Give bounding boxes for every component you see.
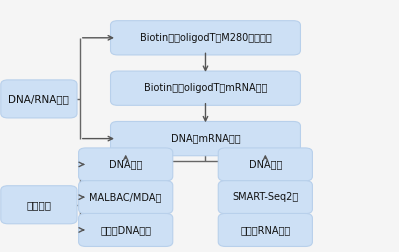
Text: DNA与mRNA分离: DNA与mRNA分离 — [171, 134, 240, 144]
FancyBboxPatch shape — [218, 213, 312, 246]
FancyBboxPatch shape — [1, 186, 77, 224]
FancyBboxPatch shape — [111, 71, 300, 105]
FancyBboxPatch shape — [218, 181, 312, 214]
FancyBboxPatch shape — [1, 80, 77, 118]
FancyBboxPatch shape — [218, 148, 312, 181]
Text: Biotin标记oligodT与M280磁珠结合: Biotin标记oligodT与M280磁珠结合 — [140, 33, 271, 43]
Text: DNA纯化: DNA纯化 — [249, 160, 282, 169]
FancyBboxPatch shape — [79, 148, 173, 181]
Text: DNA/RNA分离: DNA/RNA分离 — [8, 94, 69, 104]
FancyBboxPatch shape — [79, 213, 173, 246]
Text: 单细胞DNA建库: 单细胞DNA建库 — [100, 225, 151, 235]
Text: DNA纯化: DNA纯化 — [109, 160, 142, 169]
Text: Biotin标记oligodT与mRNA结合: Biotin标记oligodT与mRNA结合 — [144, 83, 267, 93]
Text: 单细胞RNA建库: 单细胞RNA建库 — [240, 225, 290, 235]
Text: 扩增建库: 扩增建库 — [26, 200, 51, 210]
FancyBboxPatch shape — [111, 121, 300, 156]
FancyBboxPatch shape — [79, 181, 173, 214]
Text: MALBAC/MDA法: MALBAC/MDA法 — [89, 192, 162, 202]
FancyBboxPatch shape — [111, 21, 300, 55]
Text: SMART-Seq2法: SMART-Seq2法 — [232, 192, 298, 202]
